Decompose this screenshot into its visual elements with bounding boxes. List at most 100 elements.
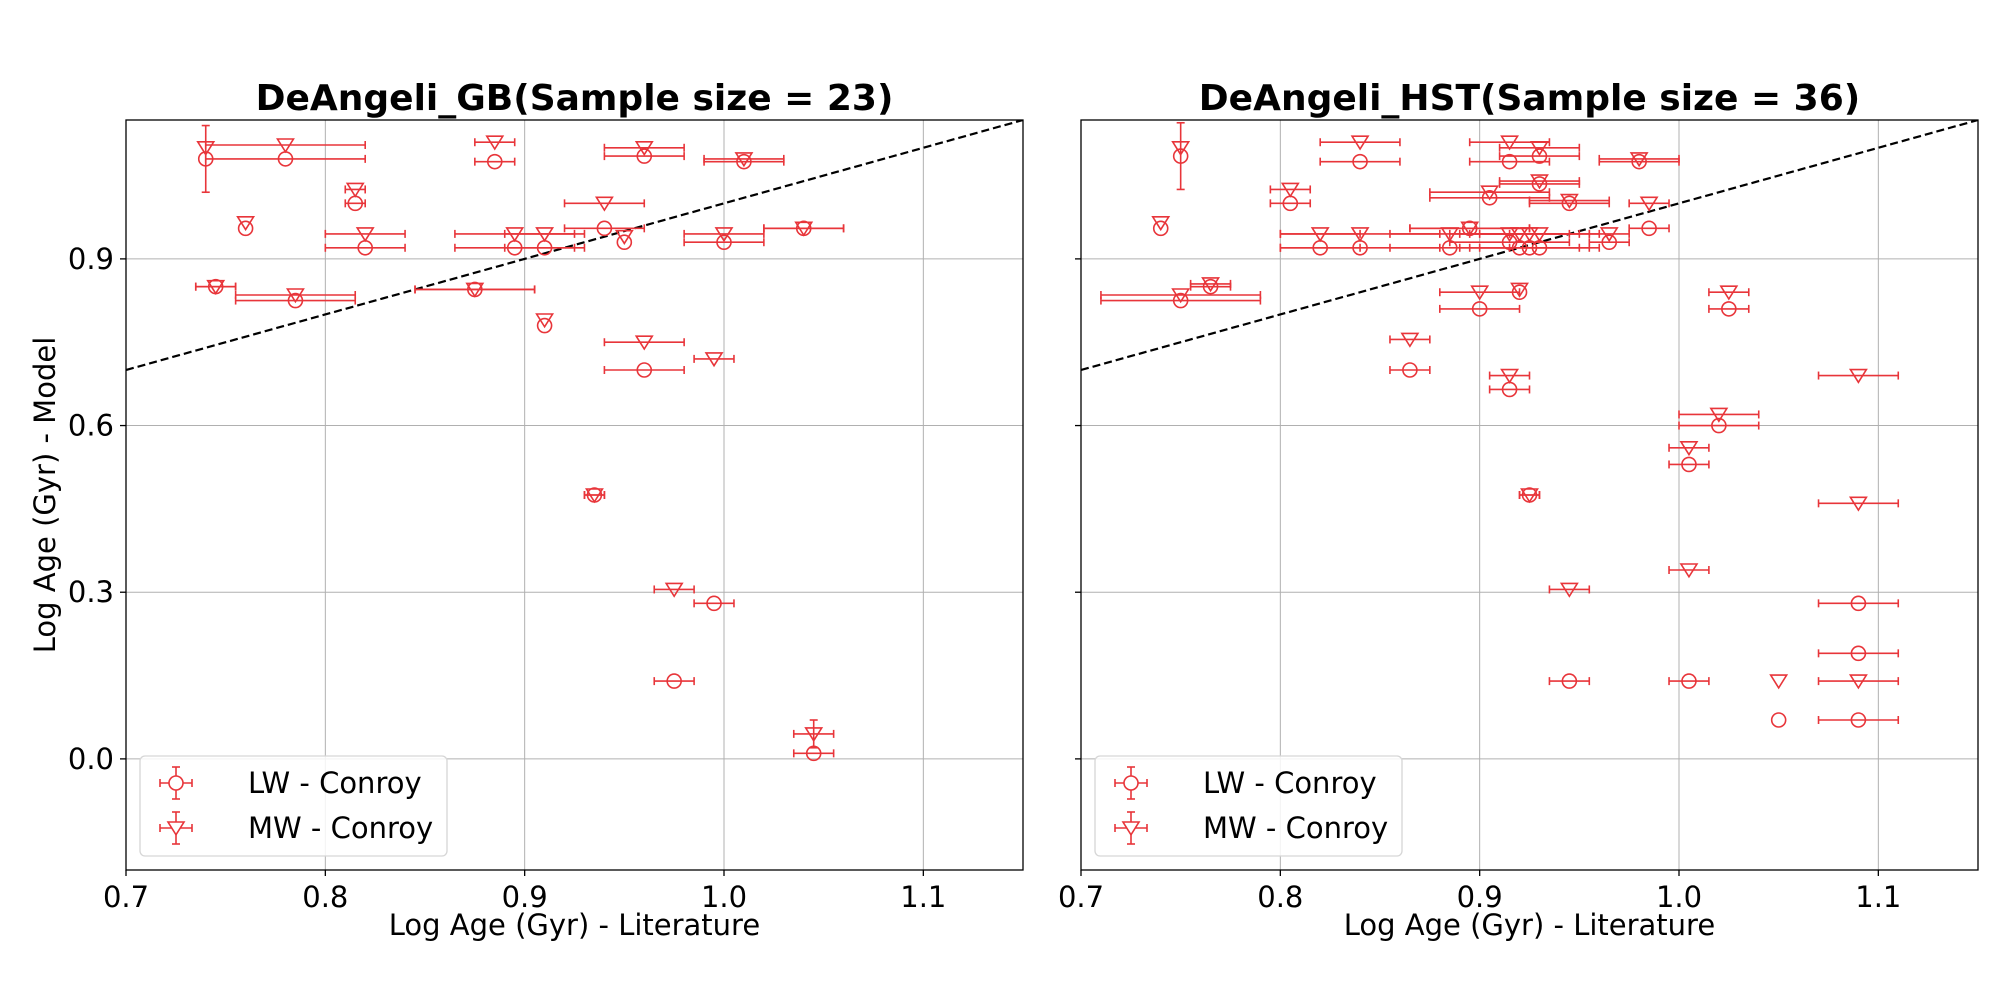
- circle-marker: [1531, 176, 1548, 192]
- circle-marker: [1202, 278, 1219, 295]
- triangle-marker: [1460, 221, 1480, 237]
- triangle-marker: [285, 288, 305, 304]
- series-lw-conroy: [1100, 121, 1900, 728]
- triangle-marker: [1520, 488, 1539, 504]
- y-tick-label: 0.6: [68, 409, 114, 443]
- data-point: [1389, 362, 1431, 378]
- x-tick-label: 1.0: [701, 880, 747, 914]
- y-tick-label: 0.0: [68, 742, 114, 776]
- data-point: [1548, 582, 1591, 598]
- data-point: [583, 488, 606, 504]
- x-axis-label: Log Age (Gyr) - Literature: [389, 908, 760, 942]
- data-point: [1817, 712, 1900, 728]
- triangle-marker: [584, 488, 604, 504]
- data-point: [603, 335, 685, 351]
- triangle-marker: [1201, 277, 1221, 293]
- data-point: [1151, 215, 1171, 232]
- data-point: [703, 152, 785, 168]
- data-point: [1817, 496, 1900, 512]
- axes-frame: [125, 119, 1024, 871]
- triangle-marker: [1559, 193, 1579, 209]
- x-axis-label: Log Age (Gyr) - Literature: [1344, 908, 1715, 942]
- data-point: [1439, 285, 1521, 301]
- data-point: [414, 282, 536, 298]
- x-tick-label: 0.8: [302, 880, 348, 914]
- data-point: [1817, 674, 1900, 690]
- triangle-marker: [594, 196, 614, 212]
- data-point: [1488, 368, 1531, 384]
- data-point: [234, 288, 357, 304]
- data-point: [1319, 153, 1401, 170]
- data-point: [1817, 645, 1900, 662]
- data-point: [1769, 674, 1789, 690]
- triangle-marker: [1599, 227, 1619, 243]
- circle-marker: [1352, 153, 1368, 170]
- legend-entry: MW - Conroy: [1114, 811, 1388, 845]
- legend-box: [139, 755, 448, 857]
- data-point: [237, 220, 254, 237]
- triangle-marker: [1530, 140, 1549, 157]
- triangle-marker: [1280, 182, 1300, 198]
- data-point: [536, 317, 553, 334]
- data-point: [535, 313, 555, 329]
- triangle-marker: [1530, 227, 1549, 243]
- data-point: [1319, 135, 1401, 151]
- circle-marker: [1770, 712, 1787, 728]
- triangle-marker: [535, 227, 555, 243]
- data-point: [204, 138, 367, 154]
- triangle-marker: [236, 215, 256, 232]
- legend: LW - Conroy MW - Conroy: [139, 755, 448, 857]
- chart-title: DeAngeli_HST(Sample size = 36): [1199, 78, 1860, 119]
- x-tick-label: 0.7: [103, 880, 149, 914]
- x-tick-label: 0.9: [1457, 880, 1503, 914]
- series-mw-conroy: [194, 135, 845, 749]
- triangle-marker: [345, 182, 365, 198]
- data-point: [1439, 301, 1521, 317]
- data-point: [1668, 440, 1710, 457]
- legend-triangle-icon: [1121, 821, 1141, 837]
- legend-label: LW - Conroy: [1203, 766, 1377, 800]
- data-point: [563, 196, 646, 212]
- circle-marker: [616, 234, 633, 251]
- circle-marker: [716, 234, 732, 251]
- triangle-marker: [734, 152, 754, 168]
- data-point: [1510, 282, 1529, 298]
- data-point: [474, 153, 516, 170]
- triangle-marker: [704, 352, 724, 368]
- data-point: [344, 182, 367, 198]
- triangle-marker: [634, 140, 654, 157]
- circle-marker: [636, 148, 653, 164]
- circle-marker: [1711, 417, 1727, 434]
- triangle-marker: [355, 227, 375, 243]
- data-point: [693, 352, 735, 368]
- triangle-marker: [1709, 407, 1729, 423]
- x-tick-label: 0.8: [1257, 880, 1303, 914]
- panel-deangeli-gb: 0.7 0.8 0.9 1.0 1.1 0.0 0.3 0.6 0.9 DeAngeli_GB(S…: [28, 78, 1024, 942]
- data-point: [1152, 220, 1169, 237]
- series-mw-conroy: [1100, 135, 1900, 690]
- data-point: [1668, 456, 1710, 473]
- circle-marker: [1531, 148, 1548, 164]
- data-point: [1628, 220, 1670, 237]
- triangle-marker: [1848, 496, 1868, 512]
- circle-marker: [1471, 301, 1488, 317]
- circle-marker: [1152, 220, 1169, 237]
- data-point: [1389, 332, 1431, 348]
- x-tick-label: 0.7: [1058, 880, 1104, 914]
- x-tick-label: 0.9: [502, 880, 548, 914]
- data-point: [1588, 234, 1630, 251]
- data-point: [1817, 595, 1900, 612]
- data-point: [1171, 140, 1191, 157]
- data-point: [1498, 174, 1581, 190]
- legend-circle-icon: [1123, 775, 1139, 791]
- data-point: [324, 239, 406, 256]
- triangle-marker: [1500, 368, 1520, 384]
- data-point: [1488, 381, 1531, 398]
- data-point: [1770, 712, 1787, 728]
- data-point: [204, 151, 367, 167]
- data-point: [1708, 285, 1750, 301]
- circle-marker: [1481, 189, 1498, 206]
- data-point: [1528, 193, 1611, 209]
- legend: LW - Conroy MW - Conroy: [1094, 755, 1403, 857]
- x-axis-ticks: 0.7 0.8 0.9 1.0 1.1: [1058, 870, 1901, 914]
